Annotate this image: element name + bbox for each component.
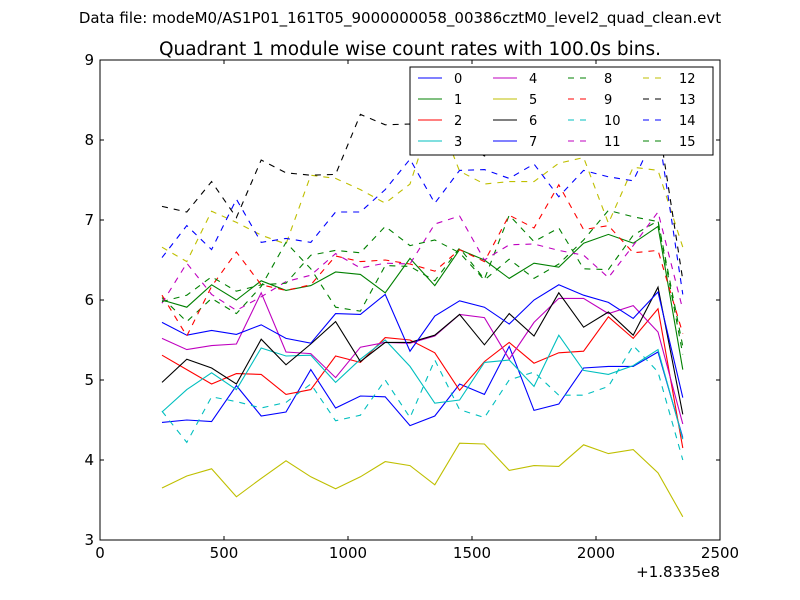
legend-label-0: 0 <box>454 72 462 87</box>
chart-title: Quadrant 1 module wise count rates with … <box>159 39 661 60</box>
x-tick-label: 2500 <box>701 544 739 562</box>
x-offset-label: +1.8335e8 <box>636 563 720 581</box>
legend-label-5: 5 <box>529 93 537 108</box>
legend-label-15: 15 <box>679 135 696 150</box>
legend-label-14: 14 <box>679 114 696 129</box>
axis-ticks: 0 500 1000 1500 2000 2500 3 4 5 6 7 8 9 <box>84 51 739 562</box>
series-line-14 <box>161 126 684 295</box>
series-line-9 <box>161 183 684 338</box>
legend-label-3: 3 <box>454 135 462 150</box>
series-line-15 <box>161 209 684 355</box>
series-layer <box>161 97 684 518</box>
legend-label-11: 11 <box>604 135 621 150</box>
legend-label-13: 13 <box>679 93 696 108</box>
y-tick-label: 8 <box>84 131 94 149</box>
series-line-3 <box>161 334 684 440</box>
x-tick-label: 2000 <box>577 544 615 562</box>
legend-label-9: 9 <box>604 93 612 108</box>
y-tick-label: 7 <box>84 211 94 229</box>
legend-label-1: 1 <box>454 93 462 108</box>
series-line-1 <box>161 225 684 370</box>
legend-label-10: 10 <box>604 114 621 129</box>
x-tick-label: 0 <box>95 544 105 562</box>
legend-label-8: 8 <box>604 72 612 87</box>
x-tick-label: 500 <box>210 544 239 562</box>
y-tick-label: 4 <box>84 451 94 469</box>
series-line-2 <box>161 307 684 449</box>
x-tick-label: 1000 <box>329 544 367 562</box>
series-line-0 <box>161 345 684 438</box>
y-tick-label: 3 <box>84 531 94 549</box>
legend-label-7: 7 <box>529 135 537 150</box>
y-tick-label: 5 <box>84 371 94 389</box>
legend-label-6: 6 <box>529 114 537 129</box>
series-line-5 <box>161 442 684 518</box>
legend-box <box>409 66 714 156</box>
series-line-4 <box>161 291 684 425</box>
series-line-6 <box>161 285 684 415</box>
legend-label-2: 2 <box>454 114 462 129</box>
legend-label-12: 12 <box>679 72 696 87</box>
series-line-7 <box>161 284 684 398</box>
y-tick-label: 6 <box>84 291 94 309</box>
figure-suptitle: Data file: modeM0/AS1P01_161T05_90000000… <box>79 9 721 28</box>
series-line-11 <box>161 210 684 312</box>
series-line-10 <box>161 344 684 461</box>
y-tick-label: 9 <box>84 51 94 69</box>
legend-label-4: 4 <box>529 72 537 87</box>
x-tick-label: 1500 <box>453 544 491 562</box>
